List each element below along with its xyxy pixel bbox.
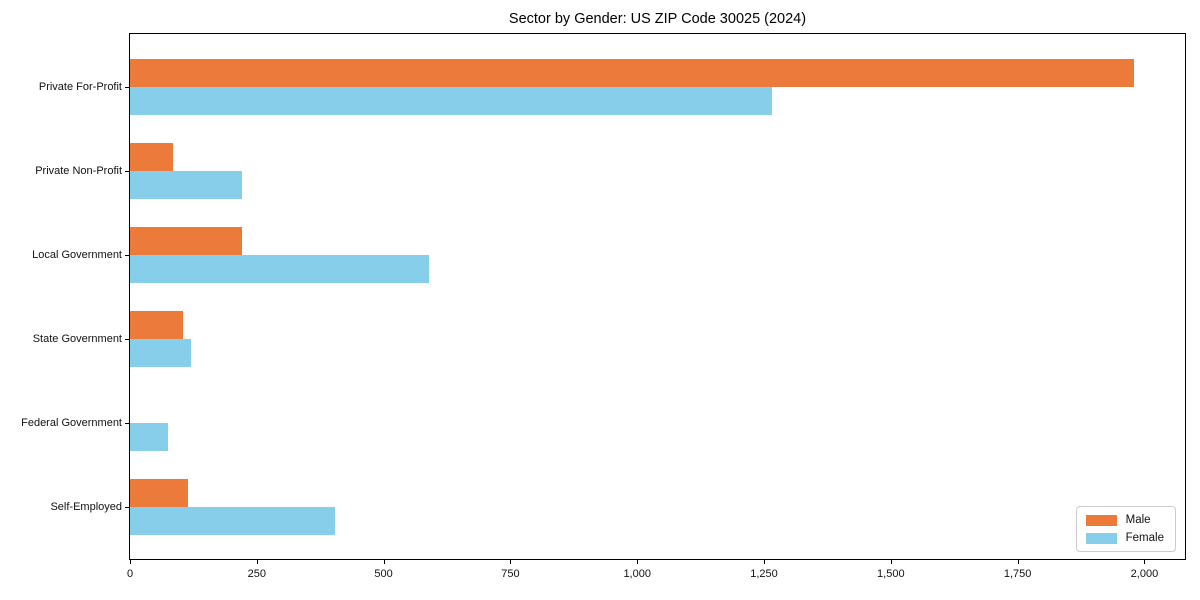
bar-female xyxy=(130,171,242,199)
bar-male xyxy=(130,479,188,507)
x-tick-mark xyxy=(637,560,639,564)
x-tick-mark xyxy=(764,560,765,564)
y-tick-label: Federal Government xyxy=(21,417,122,429)
bar-female xyxy=(130,507,335,535)
legend: Male Female xyxy=(1075,506,1176,552)
x-tick-label: 500 xyxy=(374,568,393,580)
y-tick-label: Self-Employed xyxy=(50,501,122,513)
y-tick-mark xyxy=(125,87,129,88)
bar-male xyxy=(130,227,242,255)
x-tick-label: 250 xyxy=(247,568,266,580)
bar-female xyxy=(130,423,168,451)
x-tick-label: 750 xyxy=(501,568,520,580)
legend-swatch-female xyxy=(1085,532,1117,544)
legend-label-female: Female xyxy=(1125,532,1164,544)
y-tick-mark xyxy=(125,507,129,508)
bar-male xyxy=(130,143,173,171)
y-tick-label: Local Government xyxy=(32,249,122,261)
y-tick-label: Private Non-Profit xyxy=(35,165,122,177)
x-tick-mark xyxy=(1144,560,1146,564)
x-tick-mark xyxy=(256,560,258,564)
y-tick-label: State Government xyxy=(32,333,122,345)
bar-female xyxy=(130,255,429,283)
y-tick-mark xyxy=(125,171,129,172)
x-tick-mark xyxy=(890,560,892,564)
x-tick-mark xyxy=(130,560,131,564)
x-tick-label: 0 xyxy=(126,568,134,580)
bar-female xyxy=(130,339,191,367)
bar-male xyxy=(130,311,183,339)
y-tick-mark xyxy=(125,339,129,340)
x-tick-label: 1,750 xyxy=(1003,568,1032,580)
x-tick-mark xyxy=(510,560,512,564)
x-tick-label: 1,500 xyxy=(877,568,905,580)
x-tick-mark xyxy=(383,560,385,564)
y-tick-label: Private For-Profit xyxy=(38,81,122,93)
y-tick-mark xyxy=(125,255,129,256)
x-tick-label: 1,250 xyxy=(750,568,778,580)
chart-title: Sector by Gender: US ZIP Code 30025 (202… xyxy=(508,11,807,27)
legend-item-male: Male xyxy=(1085,514,1164,526)
legend-item-female: Female xyxy=(1085,532,1164,544)
y-tick-mark xyxy=(125,423,129,424)
plot-area: Male Female xyxy=(129,33,1186,560)
bar-male xyxy=(130,59,1134,87)
legend-label-male: Male xyxy=(1125,514,1151,526)
bar-female xyxy=(130,87,772,115)
legend-swatch-male xyxy=(1085,514,1117,526)
x-tick-label: 1,000 xyxy=(623,568,651,580)
x-tick-label: 2,000 xyxy=(1130,568,1159,580)
x-tick-mark xyxy=(1017,560,1019,564)
